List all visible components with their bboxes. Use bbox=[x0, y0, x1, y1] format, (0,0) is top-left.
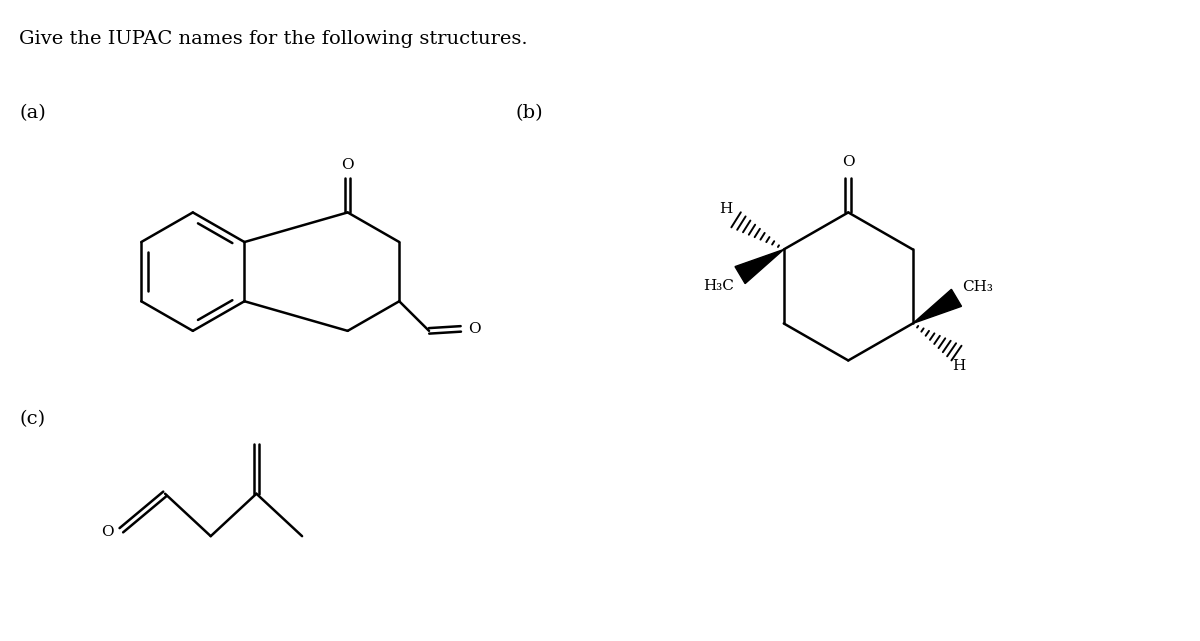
Text: CH₃: CH₃ bbox=[962, 280, 994, 294]
Text: (b): (b) bbox=[516, 104, 544, 122]
Text: O: O bbox=[468, 322, 480, 336]
Text: H: H bbox=[952, 359, 965, 373]
Polygon shape bbox=[736, 249, 784, 283]
Text: (a): (a) bbox=[19, 104, 46, 122]
Text: (c): (c) bbox=[19, 410, 46, 428]
Text: Give the IUPAC names for the following structures.: Give the IUPAC names for the following s… bbox=[19, 30, 528, 48]
Text: O: O bbox=[842, 155, 854, 169]
Text: H₃C: H₃C bbox=[703, 279, 734, 293]
Text: H: H bbox=[719, 202, 732, 216]
Text: O: O bbox=[341, 158, 354, 172]
Text: O: O bbox=[101, 525, 114, 539]
Polygon shape bbox=[913, 289, 961, 324]
